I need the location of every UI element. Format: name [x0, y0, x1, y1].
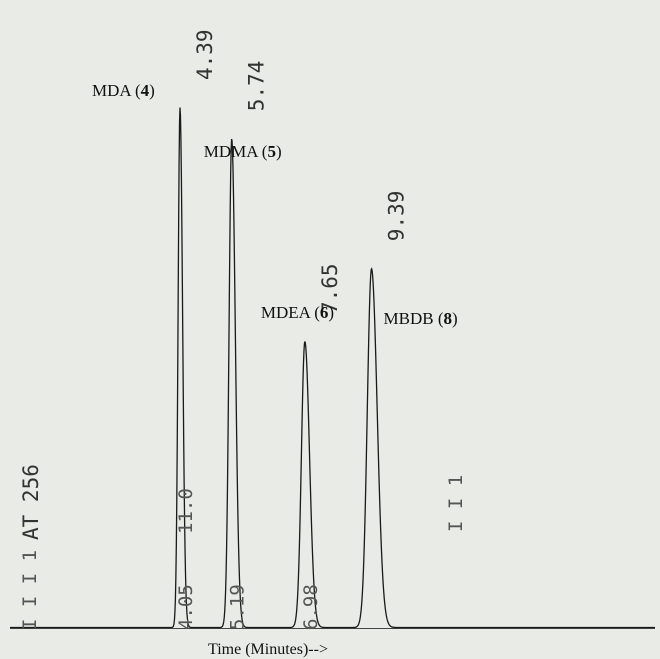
peak-start-label: 4.05	[175, 584, 197, 630]
peak-compound-label: MDA (4)	[92, 81, 155, 100]
peak-compound-label: MDMA (5)	[204, 142, 282, 161]
peak-rt-label: 4.39	[193, 29, 217, 80]
peak-compound-label: MDEA (6)	[261, 303, 334, 322]
peak-start-label: 5.19	[227, 584, 249, 630]
peak-compound-label: MBDB (8)	[384, 309, 458, 328]
peak-rt-label: 7.65	[318, 263, 342, 314]
event-marker-left: I I I 1	[19, 550, 41, 630]
peak-end-label: 11.0	[175, 488, 197, 534]
peak-start-label: 6.98	[300, 584, 322, 630]
event-marker-right: I I 1	[445, 475, 467, 532]
x-axis-label: Time (Minutes)-->	[208, 641, 328, 658]
chromatogram-trace	[10, 107, 655, 629]
peak-rt-label: 9.39	[385, 191, 409, 242]
peak-rt-label: 5.74	[245, 61, 269, 112]
attenuation-label: AT 256	[19, 464, 43, 540]
